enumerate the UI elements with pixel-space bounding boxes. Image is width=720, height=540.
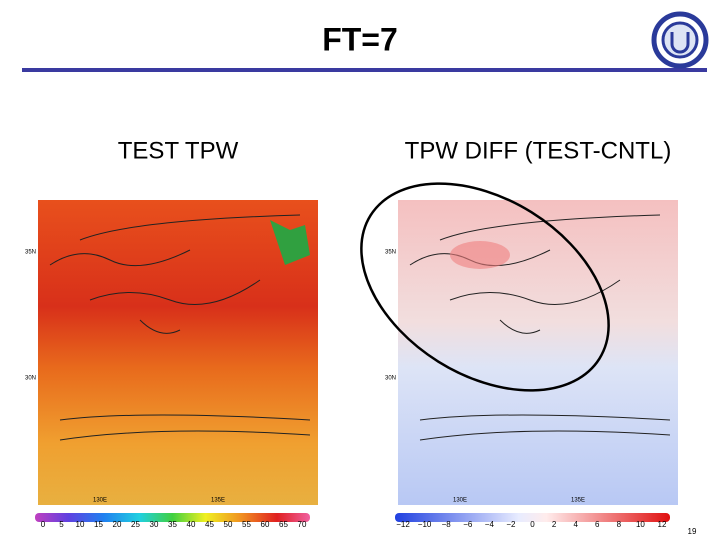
colorbar-tick-label: −12: [396, 520, 410, 529]
colorbar-tick-label: 12: [658, 520, 667, 529]
colorbar-tick-label: 4: [573, 520, 578, 529]
colorbar-tick-label: 10: [76, 520, 85, 529]
colorbar-tick-label: 15: [94, 520, 103, 529]
colorbar-tick-label: 65: [279, 520, 288, 529]
colorbar: [35, 513, 310, 522]
lon-label: 135E: [211, 498, 225, 504]
panel-label: TPW DIFF (TEST-CNTL): [405, 137, 672, 164]
colorbar-tick-label: 55: [242, 520, 251, 529]
lon-label: 130E: [93, 498, 107, 504]
title-rule: [22, 68, 707, 72]
colorbar-tick-label: 35: [168, 520, 177, 529]
colorbar-tick-label: −2: [506, 520, 516, 529]
lat-label: 35N: [385, 250, 396, 256]
colorbar-tick-label: −8: [442, 520, 452, 529]
lat-label: 30N: [25, 376, 36, 382]
lat-label: 35N: [25, 250, 36, 256]
colorbar-tick-label: 2: [552, 520, 557, 529]
logo: [651, 11, 709, 69]
colorbar-tick-label: 6: [595, 520, 600, 529]
colorbar-tick-label: 70: [298, 520, 307, 529]
colorbar-tick-label: −6: [463, 520, 473, 529]
lat-label: 30N: [385, 376, 396, 382]
colorbar-tick-label: 40: [187, 520, 196, 529]
colorbar-tick-label: 25: [131, 520, 140, 529]
colorbar-tick-label: 60: [261, 520, 270, 529]
colorbar-tick-label: 10: [636, 520, 645, 529]
colorbar-tick-label: 8: [617, 520, 622, 529]
colorbar-tick-label: −4: [485, 520, 495, 529]
colorbar-tick-label: 30: [150, 520, 159, 529]
diff-map: [398, 200, 678, 505]
colorbar-tick-label: 20: [113, 520, 122, 529]
colorbar-tick-label: 0: [41, 520, 46, 529]
slide-title: FT=7: [322, 21, 398, 57]
lon-label: 135E: [571, 498, 585, 504]
lon-label: 130E: [453, 498, 467, 504]
tpw-map: [38, 200, 318, 505]
colorbar-tick-label: 0: [530, 520, 535, 529]
colorbar-tick-label: −10: [418, 520, 432, 529]
colorbar-tick-label: 45: [205, 520, 214, 529]
page-number: 19: [688, 527, 697, 536]
colorbar: [395, 513, 670, 522]
panel-label: TEST TPW: [118, 137, 239, 164]
colorbar-tick-label: 50: [224, 520, 233, 529]
highlight-ellipse: [360, 182, 610, 392]
colorbar-tick-label: 5: [59, 520, 64, 529]
